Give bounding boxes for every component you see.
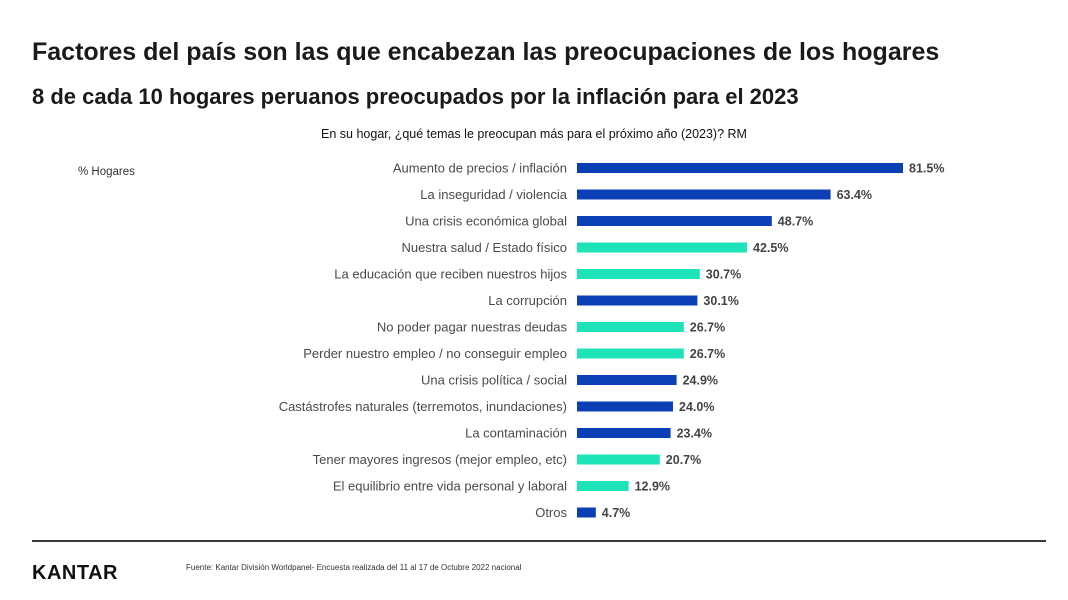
- data-label: 63.4%: [837, 188, 872, 202]
- data-label: 26.7%: [690, 347, 725, 361]
- bar-chart: Aumento de precios / inflación 81.5% La in…: [279, 161, 945, 521]
- page-subtitle: 8 de cada 10 hogares peruanos preocupado…: [32, 84, 799, 109]
- category-label: Perder nuestro empleo / no conseguir emp…: [303, 346, 567, 361]
- bar: [577, 216, 772, 226]
- category-label: La inseguridad / violencia: [420, 187, 567, 202]
- data-label: 42.5%: [753, 241, 788, 255]
- unit-label: % Hogares: [78, 166, 135, 178]
- category-label: No poder pagar nuestras deudas: [377, 320, 568, 335]
- category-label: Castástrofes naturales (terremotos, inun…: [279, 399, 567, 414]
- category-label: La educación que reciben nuestros hijos: [334, 267, 567, 282]
- category-label: Tener mayores ingresos (mejor empleo, et…: [313, 452, 567, 467]
- bar: [577, 269, 700, 279]
- category-label: Una crisis política / social: [421, 373, 567, 388]
- data-label: 23.4%: [677, 427, 712, 441]
- category-label: Nuestra salud / Estado físico: [402, 240, 567, 255]
- category-label: Otros: [535, 505, 567, 520]
- bar: [577, 189, 831, 200]
- data-label: 26.7%: [690, 321, 725, 335]
- page-title: Factores del país son las que encabezan …: [32, 38, 940, 66]
- footer-divider: [32, 540, 1046, 542]
- chart-title: En su hogar, ¿qué temas le preocupan más…: [321, 127, 747, 141]
- data-label: 30.1%: [703, 294, 738, 308]
- bar: [577, 242, 747, 253]
- data-label: 4.7%: [602, 506, 631, 520]
- bar: [577, 295, 698, 306]
- category-label: Aumento de precios / inflación: [393, 161, 567, 176]
- kantar-logo: KANTAR: [32, 562, 118, 584]
- bar: [577, 507, 596, 518]
- data-label: 24.0%: [679, 400, 714, 414]
- category-label: Una crisis económica global: [405, 214, 567, 229]
- data-label: 81.5%: [909, 162, 944, 176]
- data-label: 24.9%: [683, 374, 718, 388]
- bar: [577, 481, 629, 491]
- source-note: Fuente: Kantar División Worldpanel- Encu…: [186, 563, 522, 572]
- bar: [577, 163, 903, 173]
- bar: [577, 348, 684, 359]
- data-label: 30.7%: [706, 268, 741, 282]
- bar: [577, 375, 677, 385]
- category-label: El equilibrio entre vida personal y labo…: [333, 479, 567, 494]
- bar: [577, 428, 671, 438]
- category-label: La contaminación: [465, 426, 567, 441]
- bar: [577, 322, 684, 332]
- category-label: La corrupción: [488, 293, 567, 308]
- data-label: 48.7%: [778, 215, 813, 229]
- data-label: 20.7%: [666, 453, 701, 467]
- bar: [577, 401, 673, 412]
- bar: [577, 454, 660, 465]
- data-label: 12.9%: [635, 480, 670, 494]
